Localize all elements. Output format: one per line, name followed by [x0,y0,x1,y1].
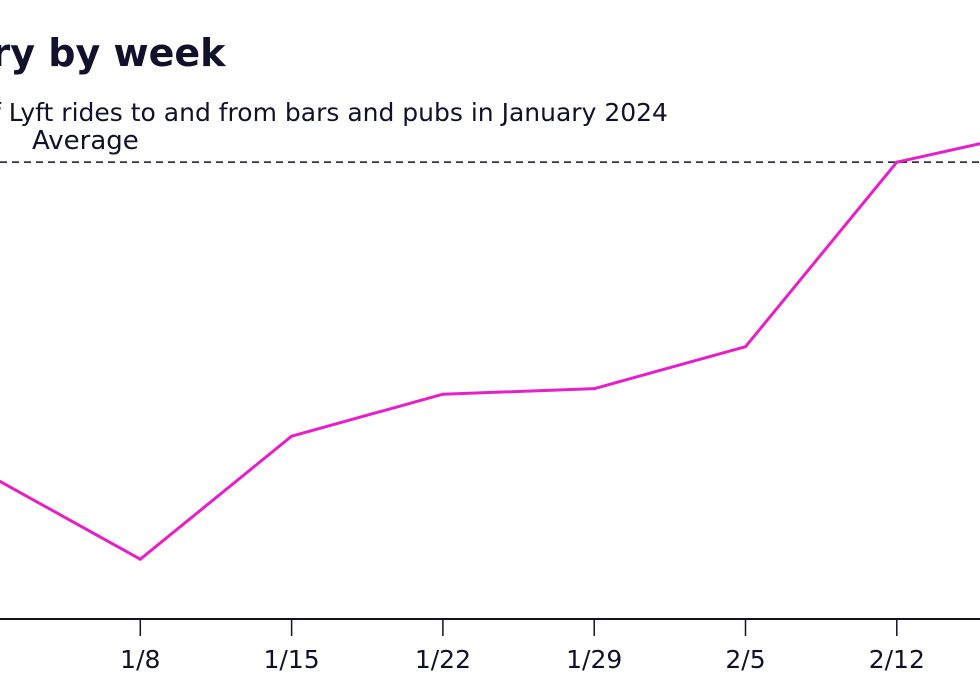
series-points [138,160,899,561]
x-tick-label-5: 2/5 [725,645,765,674]
x-tick-label-6: 2/12 [869,645,925,674]
x-tick-label-1: 1/8 [120,645,160,674]
data-point-4 [592,387,596,391]
chart-title: January by week [0,31,226,75]
x-tick-label-2: 1/15 [264,645,320,674]
x-axis-ticks [139,619,898,636]
x-axis-tick-labels: 11/81/151/221/292/52/12 [120,645,925,674]
data-point-6 [895,160,899,164]
series-line-lyft-rides [0,142,980,561]
average-reference-label: Average [32,126,139,156]
data-point-5 [744,345,747,349]
x-tick-label-3: 1/22 [415,645,471,674]
plot-area: Average 11/81/151/221/292/52/12 [0,126,980,674]
x-tick-label-4: 1/29 [566,645,622,674]
chart-subtitle: f Lyft rides to and from bars and pubs i… [0,98,668,127]
data-point-2 [290,434,294,438]
data-point-1 [138,557,142,561]
data-point-3 [441,392,445,396]
